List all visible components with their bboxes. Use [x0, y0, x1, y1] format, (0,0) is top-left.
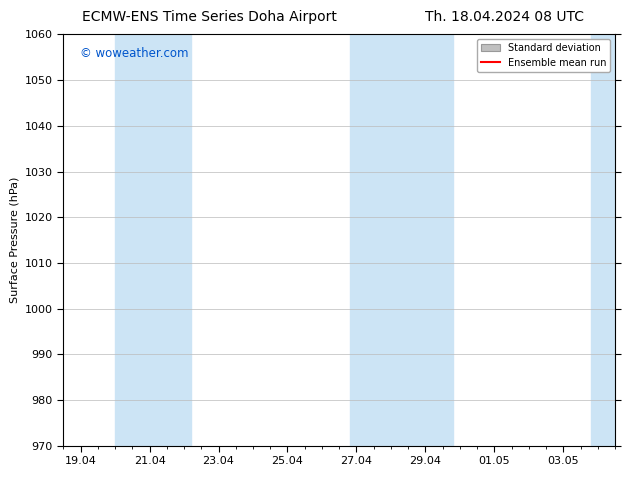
Text: ECMW-ENS Time Series Doha Airport: ECMW-ENS Time Series Doha Airport	[82, 10, 337, 24]
Text: Th. 18.04.2024 08 UTC: Th. 18.04.2024 08 UTC	[425, 10, 584, 24]
Bar	[591, 34, 615, 446]
Y-axis label: Surface Pressure (hPa): Surface Pressure (hPa)	[10, 177, 19, 303]
Bar	[349, 34, 398, 446]
Bar	[115, 34, 191, 446]
Text: © woweather.com: © woweather.com	[80, 47, 188, 60]
Legend: Standard deviation, Ensemble mean run: Standard deviation, Ensemble mean run	[477, 39, 610, 72]
Bar	[398, 34, 453, 446]
